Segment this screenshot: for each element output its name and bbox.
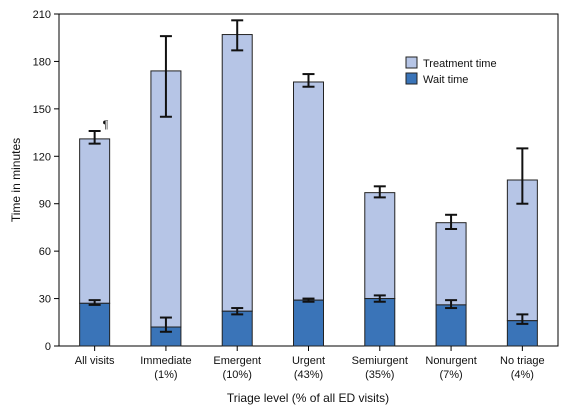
- error-bar-total: [88, 129, 101, 145]
- x-axis-labels: All visits Immediate (1%) Emergent (10%) Urge…: [75, 346, 545, 381]
- bar-wait-time: [293, 299, 324, 347]
- error-bar-wait: [159, 316, 172, 333]
- legend: Treatment time Wait time: [405, 56, 497, 86]
- y-axis-title: Time in minutes: [9, 138, 23, 222]
- x-tick-label: Urgent: [292, 355, 325, 367]
- y-axis: 0 30 60 90 120 150 180 210: [33, 9, 59, 353]
- error-bar-wait: [373, 294, 386, 303]
- y-tick-label: 90: [39, 199, 51, 211]
- x-axis-title: Triage level (% of all ED visits): [227, 391, 389, 405]
- legend-label: Treatment time: [423, 58, 497, 70]
- error-bar-total: [159, 35, 172, 118]
- y-tick-label: 0: [45, 341, 51, 353]
- x-tick-label: Semiurgent: [352, 355, 408, 367]
- error-bar-wait: [516, 313, 529, 325]
- x-tick-label: All visits: [75, 355, 115, 367]
- x-tick-sublabel: (10%): [223, 369, 252, 381]
- error-bar-total: [516, 147, 529, 205]
- legend-swatch: [405, 56, 418, 69]
- y-tick-label: 30: [39, 294, 51, 306]
- x-tick-label: Nonurgent: [425, 355, 476, 367]
- y-tick-label: 180: [33, 56, 51, 68]
- error-bar-wait: [302, 297, 315, 303]
- bar-wait-time: [79, 302, 111, 347]
- bar-treatment-time: [435, 222, 467, 306]
- bar-treatment-time: [364, 192, 396, 300]
- error-bar-total: [373, 185, 386, 199]
- x-tick-label: Immediate: [140, 355, 191, 367]
- bar-treatment-time: [221, 34, 253, 312]
- legend-label: Wait time: [423, 74, 468, 86]
- bar-wait-time: [435, 304, 467, 347]
- error-bar-total: [231, 19, 244, 52]
- y-tick-label: 60: [39, 246, 51, 258]
- x-tick-sublabel: (4%): [511, 369, 534, 381]
- y-tick-label: 120: [33, 151, 51, 163]
- x-tick-sublabel: (1%): [154, 369, 177, 381]
- error-bar-total: [302, 73, 315, 88]
- x-tick-sublabel: (43%): [294, 369, 323, 381]
- bar-treatment-time: [79, 138, 111, 304]
- x-tick-sublabel: (35%): [365, 369, 394, 381]
- error-bar-wait: [231, 307, 244, 316]
- bars-group: ¶: [79, 34, 538, 347]
- bar-treatment-time: [293, 81, 324, 301]
- bar-wait-time: [506, 320, 538, 347]
- error-bar-total: [445, 213, 458, 231]
- y-tick-label: 210: [33, 9, 51, 21]
- bar-wait-time: [364, 298, 396, 347]
- x-tick-label: No triage: [500, 355, 545, 367]
- x-tick-label: Emergent: [213, 355, 261, 367]
- error-bars-group: [88, 19, 529, 333]
- x-tick-sublabel: (7%): [439, 369, 462, 381]
- bar-wait-time: [221, 310, 253, 347]
- legend-swatch: [405, 72, 418, 85]
- footnote-marker: ¶: [103, 119, 109, 131]
- error-bar-wait: [445, 299, 458, 310]
- y-tick-label: 150: [33, 104, 51, 116]
- error-bar-wait: [88, 299, 101, 306]
